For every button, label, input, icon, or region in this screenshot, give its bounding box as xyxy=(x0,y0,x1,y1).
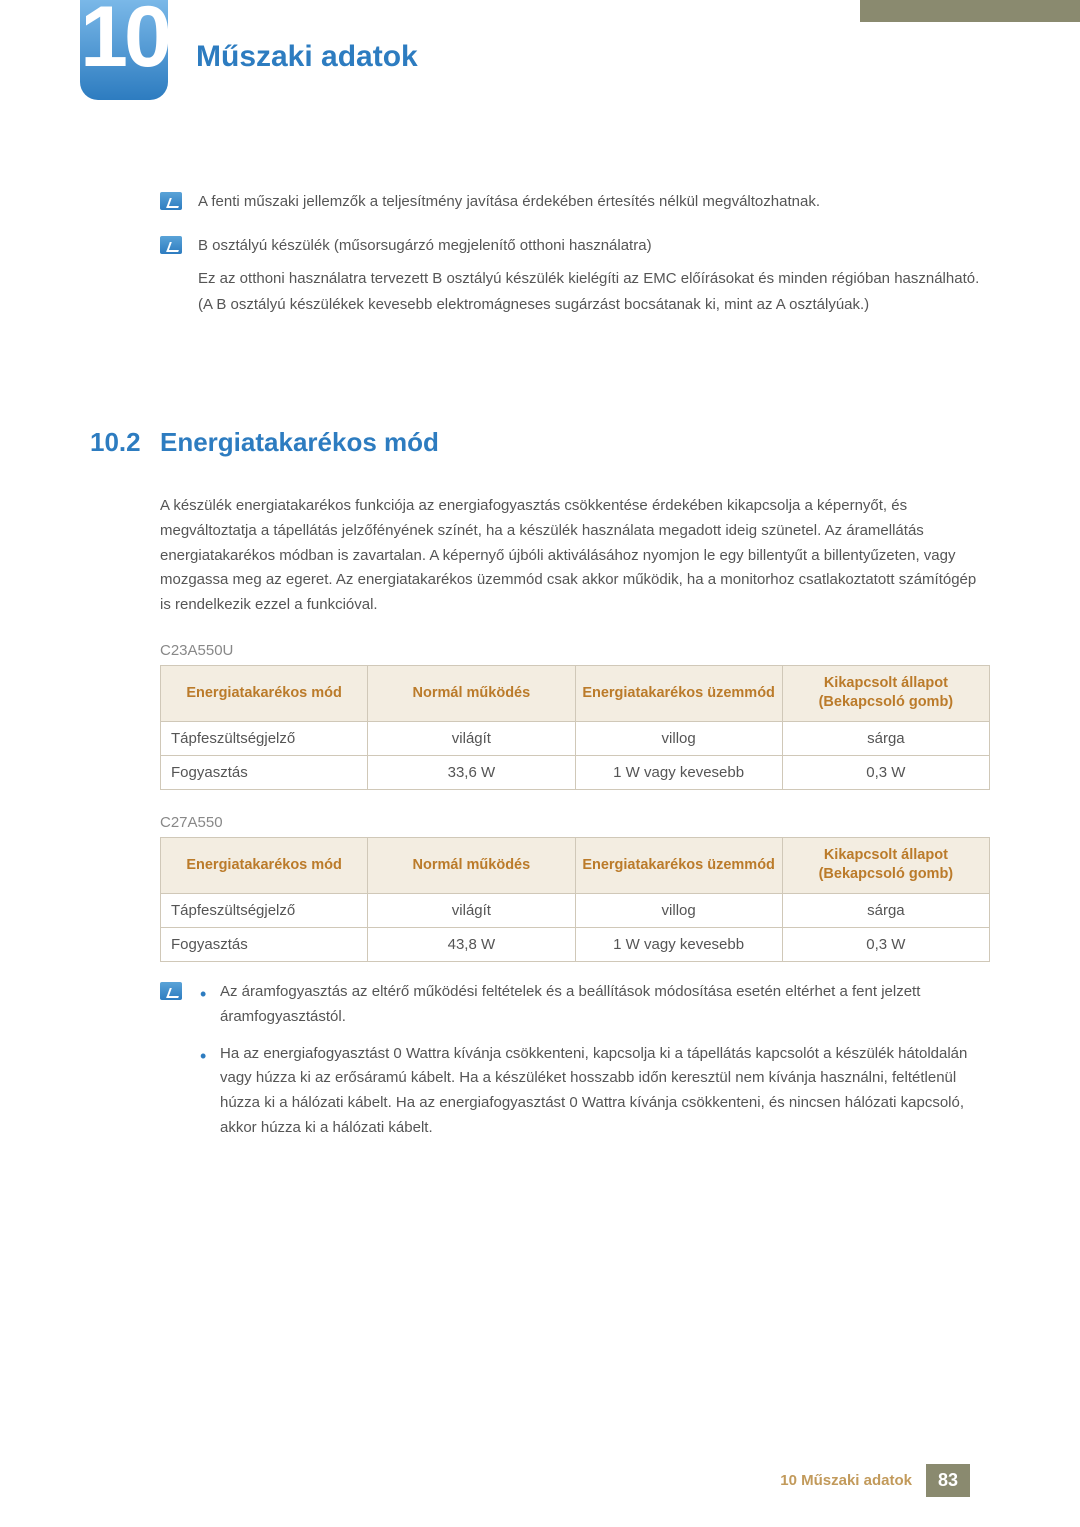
chapter-badge: 10 xyxy=(80,0,168,100)
note-icon xyxy=(160,236,182,254)
th: Kikapcsolt állapot (Bekapcsoló gomb) xyxy=(782,837,989,893)
section-number: 10.2 xyxy=(90,427,141,458)
note-2-title: B osztályú készülék (műsorsugárzó megjel… xyxy=(198,234,990,258)
note-icon xyxy=(160,192,182,210)
td: világít xyxy=(368,721,575,755)
note-icon xyxy=(160,982,182,1000)
td: 43,8 W xyxy=(368,928,575,962)
model-label-1: C23A550U xyxy=(160,642,990,659)
footer-page-number: 83 xyxy=(926,1464,970,1497)
th: Energiatakarékos üzemmód xyxy=(575,665,782,721)
td: sárga xyxy=(782,894,989,928)
bullet-note: Az áramfogyasztás az eltérő működési fel… xyxy=(160,980,990,1153)
th: Normál működés xyxy=(368,665,575,721)
footer-chapter-label: 10 Műszaki adatok xyxy=(780,1472,912,1489)
td: 0,3 W xyxy=(782,755,989,789)
th: Energiatakarékos üzemmód xyxy=(575,837,782,893)
td: világít xyxy=(368,894,575,928)
note-2: B osztályú készülék (műsorsugárzó megjel… xyxy=(160,234,990,317)
td: 1 W vagy kevesebb xyxy=(575,755,782,789)
table-header-row: Energiatakarékos mód Normál működés Ener… xyxy=(161,837,990,893)
td: Tápfeszültségjelző xyxy=(161,894,368,928)
list-item: Ha az energiafogyasztást 0 Wattra kívánj… xyxy=(198,1042,990,1141)
td: 1 W vagy kevesebb xyxy=(575,928,782,962)
td: Tápfeszültségjelző xyxy=(161,721,368,755)
td: sárga xyxy=(782,721,989,755)
section-title: Energiatakarékos mód xyxy=(160,427,990,458)
chapter-title: Műszaki adatok xyxy=(196,40,418,74)
top-accent-bar xyxy=(860,0,1080,22)
td: 0,3 W xyxy=(782,928,989,962)
th: Energiatakarékos mód xyxy=(161,837,368,893)
bullet-list: Az áramfogyasztás az eltérő működési fel… xyxy=(198,980,990,1153)
th: Kikapcsolt állapot (Bekapcsoló gomb) xyxy=(782,665,989,721)
td: Fogyasztás xyxy=(161,928,368,962)
note-2-body: Ez az otthoni használatra tervezett B os… xyxy=(198,266,990,317)
page-footer: 10 Műszaki adatok 83 xyxy=(780,1464,970,1497)
table-row: Fogyasztás 43,8 W 1 W vagy kevesebb 0,3 … xyxy=(161,928,990,962)
td: villog xyxy=(575,721,782,755)
chapter-number: 10 xyxy=(80,0,168,87)
table-row: Tápfeszültségjelző világít villog sárga xyxy=(161,894,990,928)
model-label-2: C27A550 xyxy=(160,814,990,831)
section-paragraph: A készülék energiatakarékos funkciója az… xyxy=(160,494,990,618)
table-header-row: Energiatakarékos mód Normál működés Ener… xyxy=(161,665,990,721)
list-item: Az áramfogyasztás az eltérő működési fel… xyxy=(198,980,990,1030)
note-1: A fenti műszaki jellemzők a teljesítmény… xyxy=(160,190,990,214)
th: Energiatakarékos mód xyxy=(161,665,368,721)
td: 33,6 W xyxy=(368,755,575,789)
page-body: A fenti műszaki jellemzők a teljesítmény… xyxy=(160,190,990,1153)
spec-table-2: Energiatakarékos mód Normál működés Ener… xyxy=(160,837,990,962)
spec-table-1: Energiatakarékos mód Normál működés Ener… xyxy=(160,665,990,790)
th: Normál működés xyxy=(368,837,575,893)
table-row: Fogyasztás 33,6 W 1 W vagy kevesebb 0,3 … xyxy=(161,755,990,789)
table-row: Tápfeszültségjelző világít villog sárga xyxy=(161,721,990,755)
section-header: 10.2 Energiatakarékos mód xyxy=(160,427,990,458)
td: villog xyxy=(575,894,782,928)
note-1-text: A fenti műszaki jellemzők a teljesítmény… xyxy=(198,190,820,214)
td: Fogyasztás xyxy=(161,755,368,789)
